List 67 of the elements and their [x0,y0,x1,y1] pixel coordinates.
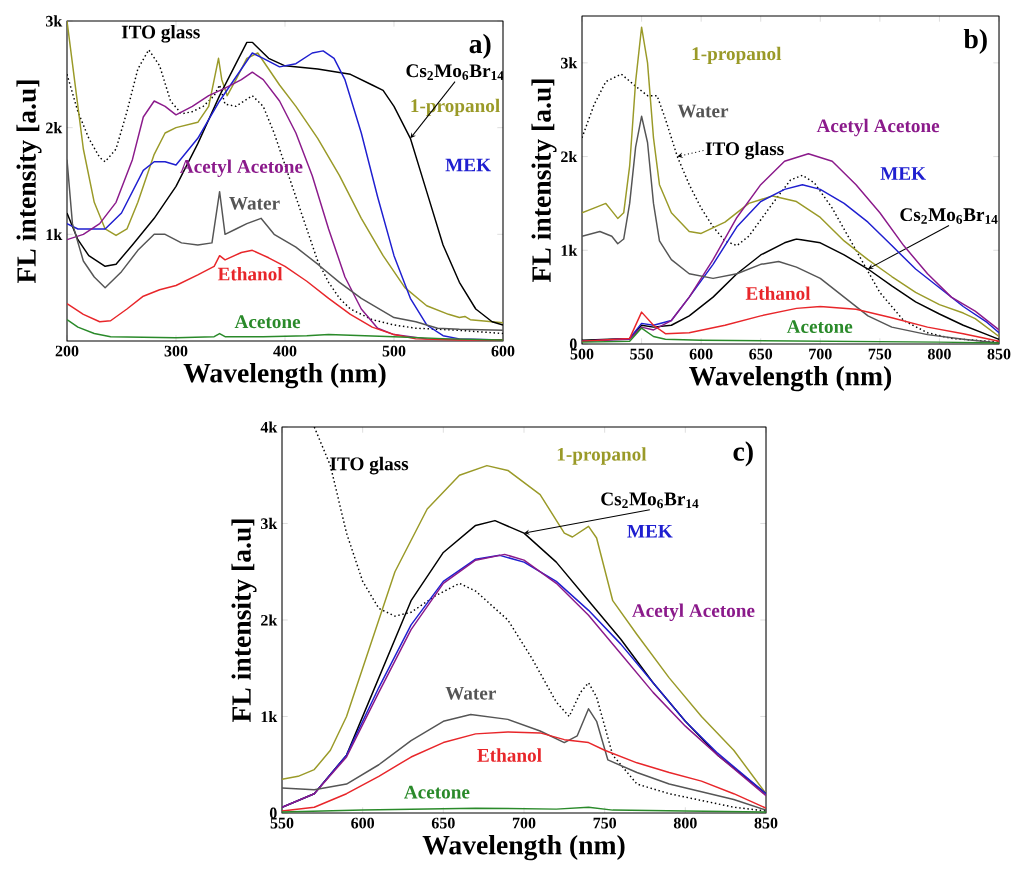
series-label: ITO glass [121,25,200,43]
series-label: Acetone [786,320,853,334]
y-tick-label: 2k [561,151,578,163]
y-tick-label: 4k [260,421,278,433]
series-label: Ethanol [477,748,542,762]
x-tick-label: 650 [431,817,455,829]
line-series [582,26,1000,338]
x-tick-label: 400 [273,345,297,357]
x-tick-label: 600 [351,817,375,829]
y-tick-label: 2k [46,122,63,134]
y-tick-label: 3k [46,15,63,27]
series-label: Ethanol [745,286,811,300]
text: Cs$_{2}$Mo$_{6}$Br$_{14}$ [900,208,998,224]
x-tick-label: 750 [868,348,892,360]
series-label: Cs$_{2}$Mo$_{6}$Br$_{14}$ [406,64,504,81]
x-axis-title: Wavelength (nm) [183,363,386,389]
series-label: Acetyl Acetone [816,118,940,137]
x-tick-label: 800 [673,817,697,829]
y-tick-label: 3k [261,517,278,530]
x-tick-label: 500 [382,345,406,357]
series-label: Water [677,104,729,118]
x-tick-label: 500 [570,348,594,360]
line-series [582,305,1000,342]
x-tick-label: 850 [754,817,778,829]
x-tick-label: 200 [55,345,79,357]
y-tick-label: 1k [561,244,578,256]
x-tick-label: 600 [689,348,713,360]
x-axis-title: Wavelength (nm) [422,835,625,861]
text: MEK [445,158,491,172]
chart-title: c) [733,441,753,467]
series-label: 1-propanol [557,447,647,465]
text: 1-propanol [692,46,782,65]
y-tick-label: 1k [46,228,63,240]
chart-title: b) [963,28,987,54]
text: MEK [880,167,926,180]
x-tick-label: 800 [927,348,951,360]
y-tick-label: 0 [269,807,277,819]
series-label: Acetone [404,785,470,799]
series-label: Acetone [234,315,301,329]
x-tick-label: 850 [987,348,1011,360]
line-series [282,708,767,811]
series-label: Water [229,196,280,210]
y-tick-label: 1k [261,710,278,723]
x-tick-label: 750 [593,817,617,829]
x-tick-label: 550 [630,348,653,360]
series-label: Acetyl Acetone [632,603,755,622]
y-axis-title: FL intensity [a.u] [16,80,42,284]
series-label: ITO glass [330,456,409,475]
chart-title: a) [469,33,491,59]
x-tick-label: 700 [809,348,832,360]
x-tick-label: 600 [491,345,515,357]
y-axis-title: FL intensity [a.u] [231,519,257,723]
series-label: Water [445,686,496,700]
x-tick-label: 550 [270,817,294,829]
y-tick-label: 2k [261,614,278,626]
y-tick-label: 0 [569,338,577,350]
y-axis-title: FL intensity [a.u] [531,79,557,283]
x-tick-label: 700 [512,817,536,829]
y-tick-label: 3k [561,57,578,69]
text: MEK [627,524,673,538]
x-axis-title: Wavelength (nm) [689,366,892,392]
line-series [282,731,767,812]
text: Cs$_{2}$Mo$_{6}$Br$_{14}$ [601,492,699,509]
series-label: Ethanol [217,267,283,281]
x-tick-label: 300 [164,345,188,357]
legend-label: ITO glass [705,141,784,160]
x-tick-label: 650 [749,348,773,360]
